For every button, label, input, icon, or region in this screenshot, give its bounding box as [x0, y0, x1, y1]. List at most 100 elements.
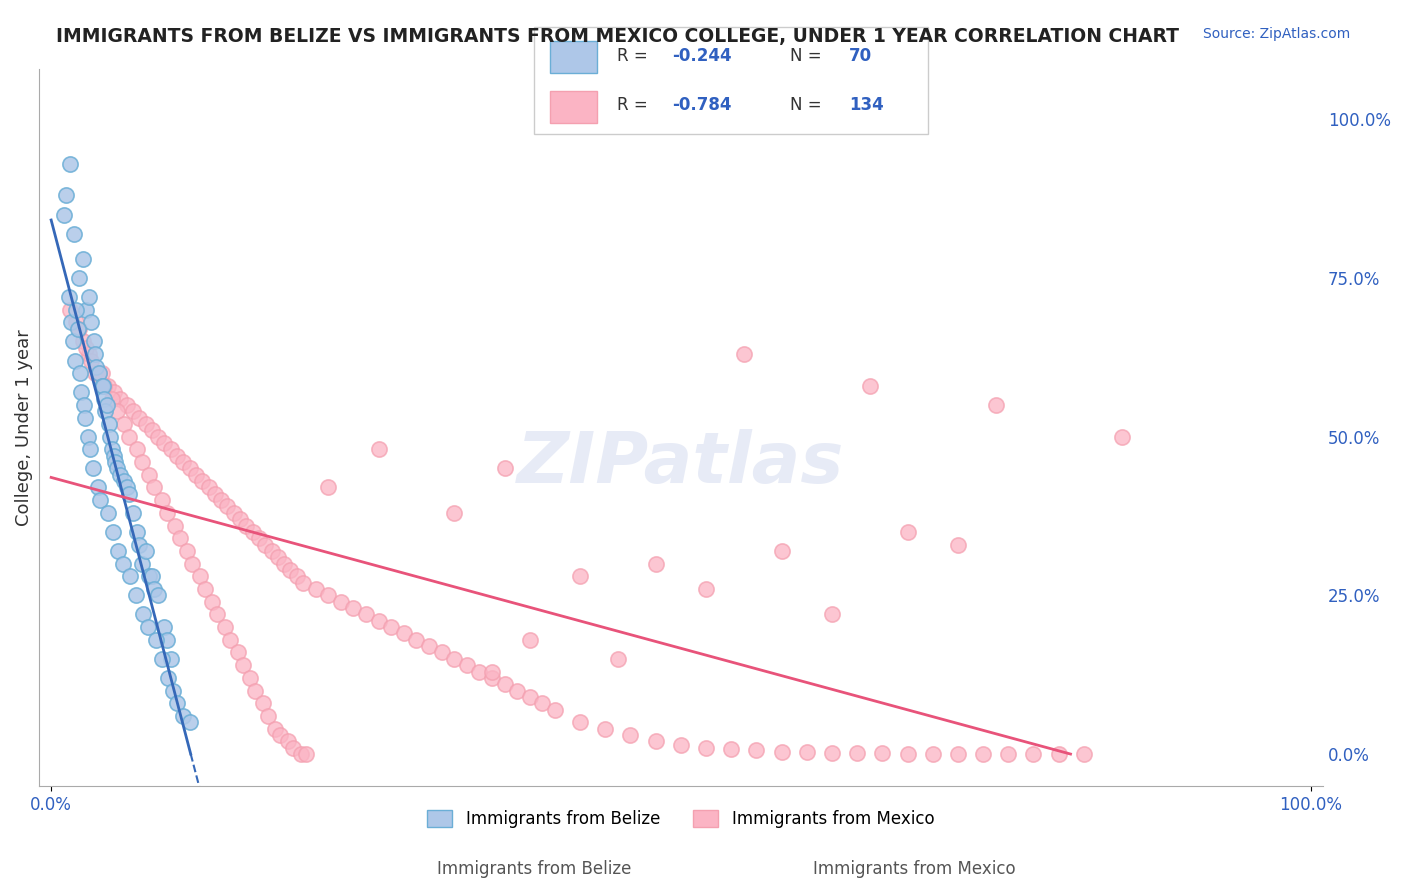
Point — [418, 639, 440, 653]
Point — [98, 430, 121, 444]
Point — [733, 347, 755, 361]
Point — [105, 461, 128, 475]
Point — [846, 747, 869, 761]
Point — [260, 544, 283, 558]
Point — [290, 747, 312, 761]
Point — [494, 461, 516, 475]
Point — [157, 671, 180, 685]
Point — [494, 677, 516, 691]
Point — [217, 500, 239, 514]
Point — [380, 620, 402, 634]
Point — [122, 404, 145, 418]
Point — [52, 207, 75, 221]
Point — [93, 392, 115, 406]
Point — [101, 524, 124, 539]
Point — [285, 569, 308, 583]
Point — [267, 550, 290, 565]
Point — [63, 227, 86, 241]
Point — [316, 588, 339, 602]
Point — [226, 645, 249, 659]
Point — [254, 538, 277, 552]
Point — [179, 461, 201, 475]
Point — [695, 740, 717, 755]
Point — [128, 410, 150, 425]
Point — [98, 417, 121, 431]
Point — [481, 665, 503, 679]
Point — [506, 683, 529, 698]
Point — [770, 544, 793, 558]
Point — [294, 747, 316, 761]
Point — [90, 379, 112, 393]
Point — [115, 480, 138, 494]
Point — [859, 379, 882, 393]
Point — [242, 524, 264, 539]
Point — [569, 569, 592, 583]
Point — [75, 341, 97, 355]
Point — [83, 334, 105, 349]
Point — [281, 740, 304, 755]
Point — [135, 544, 157, 558]
Point — [143, 582, 166, 596]
Point — [65, 302, 87, 317]
Point — [159, 652, 181, 666]
Point — [79, 442, 101, 457]
Text: N =: N = — [790, 96, 827, 114]
Point — [222, 506, 245, 520]
Point — [143, 480, 166, 494]
Text: Immigrants from Belize: Immigrants from Belize — [437, 860, 631, 878]
Point — [70, 385, 93, 400]
Point — [972, 747, 994, 761]
Point — [256, 709, 278, 723]
Point — [131, 557, 153, 571]
Point — [770, 744, 793, 758]
Point — [120, 569, 142, 583]
Point — [191, 474, 214, 488]
Point — [58, 290, 80, 304]
Point — [277, 734, 299, 748]
Point — [103, 449, 125, 463]
Point — [93, 379, 115, 393]
Point — [243, 683, 266, 698]
Point — [128, 538, 150, 552]
Text: 134: 134 — [849, 96, 884, 114]
Point — [176, 544, 198, 558]
Text: ZIPatlas: ZIPatlas — [517, 428, 845, 498]
Point — [112, 417, 135, 431]
Point — [105, 404, 128, 418]
Point — [264, 722, 287, 736]
Point — [1022, 747, 1045, 761]
Point — [207, 607, 229, 622]
Point — [125, 442, 148, 457]
Point — [135, 417, 157, 431]
Point — [273, 557, 295, 571]
Point — [84, 366, 107, 380]
Point — [125, 524, 148, 539]
Point — [1111, 430, 1133, 444]
Point — [84, 347, 107, 361]
Point — [75, 302, 97, 317]
Point — [159, 442, 181, 457]
Point — [118, 487, 141, 501]
Point — [695, 582, 717, 596]
Point — [430, 645, 453, 659]
Point — [984, 398, 1007, 412]
Point — [72, 334, 94, 349]
Point — [103, 385, 125, 400]
Point — [124, 588, 146, 602]
Point — [150, 493, 173, 508]
Point — [595, 722, 617, 736]
Point — [392, 626, 415, 640]
Point — [77, 347, 100, 361]
Point — [569, 715, 592, 730]
Point — [100, 442, 122, 457]
Point — [456, 658, 478, 673]
Point — [67, 322, 90, 336]
Point — [63, 353, 86, 368]
Point — [329, 595, 352, 609]
Point — [172, 709, 194, 723]
Point — [235, 518, 257, 533]
Point — [153, 620, 176, 634]
Text: 70: 70 — [849, 46, 872, 64]
Text: Source: ZipAtlas.com: Source: ZipAtlas.com — [1202, 27, 1350, 41]
Point — [1047, 747, 1070, 761]
